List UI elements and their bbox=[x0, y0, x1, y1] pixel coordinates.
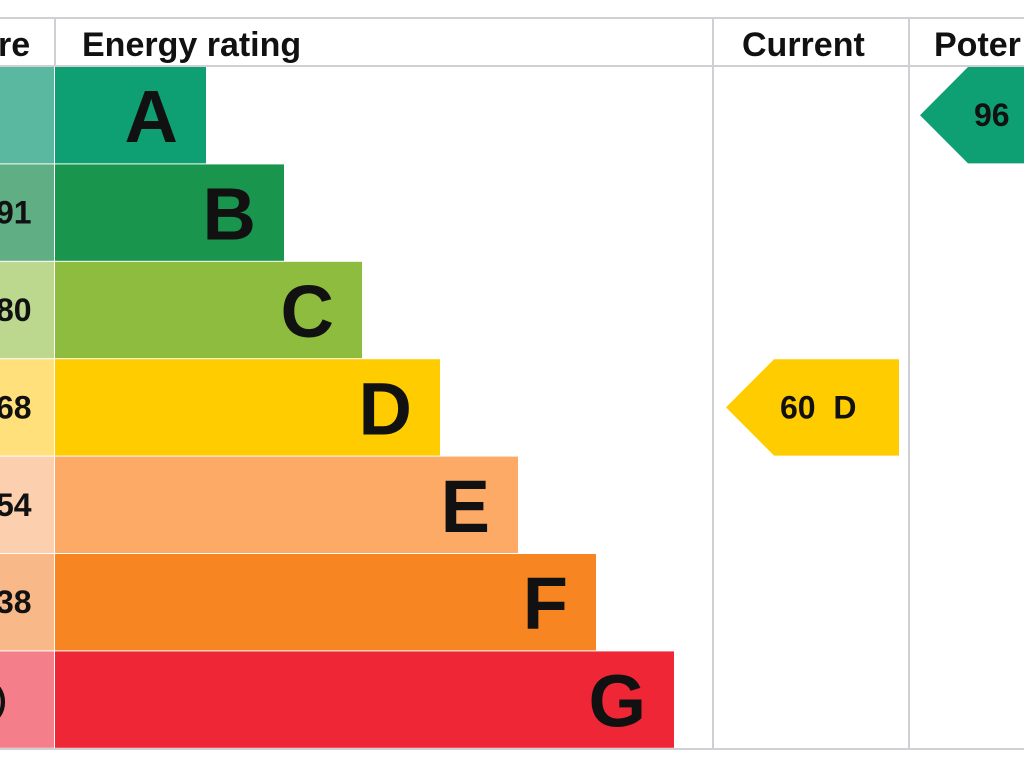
band-bar-e bbox=[55, 456, 518, 553]
band-letter-b: B bbox=[203, 173, 256, 256]
band-letter-c: C bbox=[281, 270, 334, 353]
score-cell-c bbox=[0, 261, 54, 359]
band-letter-d: D bbox=[359, 367, 412, 450]
score-cell-d bbox=[0, 359, 54, 456]
score-cell-f bbox=[0, 554, 54, 651]
score-cell-e bbox=[0, 456, 54, 553]
band-bar-d bbox=[55, 359, 440, 456]
potential-rating-arrow-label: 96 bbox=[974, 97, 1010, 133]
score-cell-b bbox=[0, 164, 54, 261]
band-bar-f bbox=[55, 554, 596, 651]
band-bar-c bbox=[55, 261, 362, 359]
band-letter-e: E bbox=[441, 465, 490, 548]
rating-arrows: 60 D 96 bbox=[726, 67, 1024, 456]
band-letter-a: A bbox=[125, 75, 178, 158]
score-cell-a bbox=[0, 67, 54, 164]
band-bar-a bbox=[55, 67, 206, 164]
header-energy-rating: Energy rating bbox=[82, 26, 301, 64]
score-label-d: 68 bbox=[0, 389, 32, 425]
score-cell-g bbox=[0, 651, 54, 748]
header-current: Current bbox=[742, 26, 865, 64]
rating-bands: A 91 B 80 C 68 D 54 E 38 F) G bbox=[0, 67, 674, 748]
current-rating-arrow-label: 60 D bbox=[780, 389, 856, 425]
header-potential: Poter bbox=[934, 26, 1021, 64]
score-label-c: 80 bbox=[0, 292, 32, 328]
current-rating-arrow bbox=[726, 359, 899, 456]
score-label-b: 91 bbox=[0, 195, 32, 231]
score-label-g: ) bbox=[0, 682, 7, 718]
score-label-e: 54 bbox=[0, 487, 32, 523]
band-letter-g: G bbox=[588, 660, 646, 743]
table-grid bbox=[0, 17, 1024, 750]
band-bar-g bbox=[55, 651, 674, 748]
band-letter-f: F bbox=[523, 562, 568, 645]
score-label-f: 38 bbox=[0, 584, 32, 620]
band-bar-b bbox=[55, 164, 284, 261]
header-score: re bbox=[0, 26, 30, 64]
potential-rating-arrow bbox=[920, 67, 1024, 164]
